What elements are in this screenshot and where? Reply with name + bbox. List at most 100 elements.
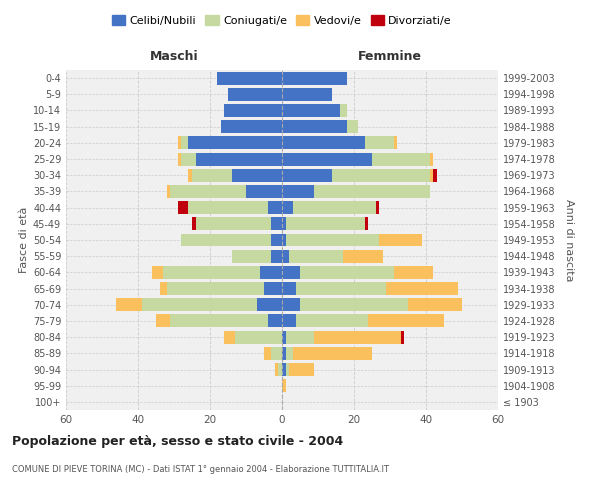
Bar [264, 347, 271, 360]
Bar [286, 363, 289, 376]
Bar [160, 282, 167, 295]
Bar [181, 136, 188, 149]
Bar [282, 120, 347, 133]
Bar [282, 234, 286, 246]
Bar [178, 136, 181, 149]
Bar [228, 88, 282, 101]
Bar [372, 152, 430, 166]
Bar [188, 136, 282, 149]
Bar [282, 266, 300, 279]
Bar [271, 234, 282, 246]
Bar [282, 363, 286, 376]
Bar [156, 314, 170, 328]
Bar [282, 379, 286, 392]
Bar [386, 282, 458, 295]
Bar [314, 330, 401, 344]
Bar [167, 282, 264, 295]
Legend: Celibi/Nubili, Coniugati/e, Vedovi/e, Divorziati/e: Celibi/Nubili, Coniugati/e, Vedovi/e, Di… [107, 10, 457, 30]
Bar [152, 266, 163, 279]
Bar [401, 330, 404, 344]
Bar [170, 314, 268, 328]
Bar [293, 201, 376, 214]
Bar [264, 282, 282, 295]
Bar [433, 169, 437, 181]
Bar [286, 347, 293, 360]
Bar [394, 266, 433, 279]
Bar [257, 298, 282, 311]
Bar [268, 201, 282, 214]
Bar [181, 152, 196, 166]
Bar [347, 120, 358, 133]
Bar [246, 185, 282, 198]
Bar [394, 136, 397, 149]
Bar [232, 250, 271, 262]
Bar [300, 266, 394, 279]
Bar [178, 201, 188, 214]
Bar [289, 363, 314, 376]
Bar [282, 104, 340, 117]
Bar [275, 363, 278, 376]
Bar [282, 185, 314, 198]
Bar [271, 347, 282, 360]
Bar [289, 250, 343, 262]
Bar [340, 104, 347, 117]
Bar [368, 314, 444, 328]
Bar [430, 169, 433, 181]
Bar [365, 136, 394, 149]
Bar [282, 330, 286, 344]
Bar [163, 266, 260, 279]
Bar [286, 218, 365, 230]
Text: Popolazione per età, sesso e stato civile - 2004: Popolazione per età, sesso e stato civil… [12, 435, 343, 448]
Bar [271, 218, 282, 230]
Bar [196, 218, 271, 230]
Bar [332, 169, 430, 181]
Bar [192, 218, 196, 230]
Text: Maschi: Maschi [149, 50, 199, 63]
Bar [282, 218, 286, 230]
Bar [278, 363, 282, 376]
Y-axis label: Anni di nascita: Anni di nascita [564, 198, 574, 281]
Bar [188, 169, 192, 181]
Bar [376, 201, 379, 214]
Bar [314, 185, 430, 198]
Bar [271, 250, 282, 262]
Bar [188, 201, 268, 214]
Bar [300, 298, 408, 311]
Bar [282, 298, 300, 311]
Bar [282, 88, 332, 101]
Bar [293, 347, 372, 360]
Bar [282, 250, 289, 262]
Bar [181, 234, 271, 246]
Bar [196, 152, 282, 166]
Bar [408, 298, 462, 311]
Bar [286, 234, 379, 246]
Bar [282, 282, 296, 295]
Bar [178, 152, 181, 166]
Text: Femmine: Femmine [358, 50, 422, 63]
Bar [224, 104, 282, 117]
Bar [282, 201, 293, 214]
Bar [286, 330, 314, 344]
Bar [282, 169, 332, 181]
Bar [217, 72, 282, 85]
Bar [282, 136, 365, 149]
Bar [224, 330, 235, 344]
Bar [365, 218, 368, 230]
Bar [343, 250, 383, 262]
Bar [282, 314, 296, 328]
Bar [379, 234, 422, 246]
Bar [260, 266, 282, 279]
Bar [192, 169, 232, 181]
Text: COMUNE DI PIEVE TORINA (MC) - Dati ISTAT 1° gennaio 2004 - Elaborazione TUTTITAL: COMUNE DI PIEVE TORINA (MC) - Dati ISTAT… [12, 465, 389, 474]
Bar [282, 152, 372, 166]
Bar [170, 185, 246, 198]
Bar [232, 169, 282, 181]
Bar [221, 120, 282, 133]
Bar [282, 347, 286, 360]
Bar [116, 298, 142, 311]
Bar [268, 314, 282, 328]
Bar [235, 330, 282, 344]
Bar [142, 298, 257, 311]
Bar [430, 152, 433, 166]
Bar [296, 282, 386, 295]
